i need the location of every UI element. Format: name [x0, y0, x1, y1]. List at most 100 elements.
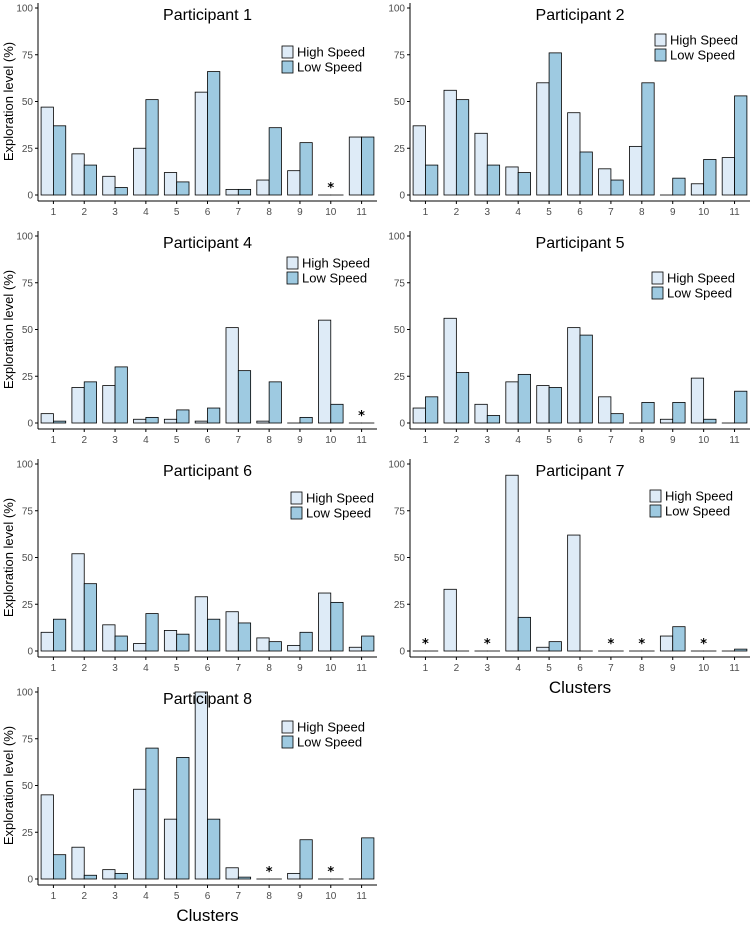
p1-bar-high-speed-11 [348, 136, 362, 196]
p6-legend-swatch-low-speed [649, 504, 662, 518]
p3-bar-high-speed-8 [256, 420, 270, 424]
p1-y-tick-label: 50 [22, 97, 34, 108]
p7-x-tick-label: 5 [174, 891, 180, 902]
p2-y-tick-label: 50 [394, 97, 406, 108]
p1-x-tick-label: 1 [51, 207, 57, 218]
p7-legend-label-high-speed: High Speed [297, 720, 365, 735]
p7-x-tick-label: 8 [266, 891, 272, 902]
p1-x-tick-label: 2 [81, 207, 87, 218]
p3-x-tick-label: 1 [51, 435, 57, 446]
p1-bar-high-speed-1 [40, 106, 54, 196]
p2-y-tick-label: 0 [399, 191, 405, 202]
p5-bar-low-speed-4 [145, 613, 159, 652]
p1-legend-label-high-speed: High Speed [297, 45, 365, 60]
p6-bar-high-speed-4 [505, 474, 519, 652]
p5-bar-high-speed-4 [133, 643, 147, 652]
p4-y-tick-label: 75 [394, 278, 406, 289]
p3-bar-high-speed-1 [40, 413, 54, 424]
p2-legend-label-high-speed: High Speed [670, 33, 738, 48]
p3-x-tick-label: 11 [356, 435, 367, 446]
p4-y-tick-label: 100 [388, 232, 405, 243]
p2-bar-high-speed-4 [505, 166, 519, 196]
p4-bar-low-speed-5 [548, 387, 562, 424]
p2-y-tick-label: 100 [388, 4, 405, 15]
p5-bar-low-speed-11 [361, 635, 375, 652]
p7-bar-high-speed-7 [225, 867, 239, 880]
p1-bar-low-speed-9 [299, 142, 313, 196]
p5-bar-high-speed-1 [40, 631, 54, 652]
p1-x-tick-label: 5 [174, 207, 180, 218]
p3-legend-swatch-high-speed [286, 256, 299, 270]
p7-bar-high-speed-9 [287, 872, 301, 880]
p2-bar-high-speed-3 [474, 132, 488, 196]
p3-legend-swatch-low-speed [286, 271, 299, 285]
p1-x-tick-label: 7 [236, 207, 242, 218]
p6-bar-low-speed-11 [734, 648, 748, 652]
p3-legend-label-low-speed: Low Speed [302, 271, 367, 286]
p1-bar-high-speed-6 [194, 91, 208, 196]
p5-x-tick-label: 7 [236, 663, 242, 674]
p7-x-tick-label: 7 [236, 891, 242, 902]
p4-bar-low-speed-1 [425, 396, 439, 424]
p1-bar-high-speed-3 [102, 175, 116, 196]
p2-legend-swatch-low-speed [654, 48, 667, 62]
p4-y-tick-label: 25 [394, 372, 406, 383]
p6-y-tick-label: 0 [399, 647, 405, 658]
p2-bar-high-speed-7 [598, 168, 612, 196]
p1-asterisk-annotation: * [327, 181, 334, 196]
p3-y-tick-label: 50 [22, 325, 34, 336]
p4-bar-high-speed-6 [567, 327, 581, 424]
p2-x-tick-label: 4 [515, 207, 521, 218]
p1-y-tick-label: 100 [16, 4, 33, 15]
p7-bar-low-speed-6 [207, 818, 221, 880]
p4-x-tick-label: 4 [515, 435, 521, 446]
p4-x-tick-label: 5 [546, 435, 552, 446]
p2-y-tick-label: 25 [394, 144, 406, 155]
p6-asterisk-annotation: * [422, 637, 429, 652]
p5-bar-high-speed-6 [194, 596, 208, 652]
p5-bar-high-speed-7 [225, 611, 239, 652]
p4-x-tick-label: 1 [423, 435, 429, 446]
p5-y-tick-label: 75 [22, 506, 34, 517]
p3-bar-high-speed-2 [71, 387, 85, 424]
p1-legend-swatch-high-speed [281, 45, 294, 59]
p4-bar-high-speed-9 [659, 418, 674, 424]
p5-bar-low-speed-6 [207, 618, 221, 652]
p2-x-tick-label: 8 [639, 207, 645, 218]
p7-legend-swatch-high-speed [281, 720, 294, 734]
p7-bar-high-speed-3 [102, 869, 116, 880]
p2-bar-low-speed-2 [455, 99, 470, 196]
p5-x-tick-label: 10 [325, 663, 337, 674]
p2-x-tick-label: 2 [454, 207, 460, 218]
p6-legend-label-high-speed: High Speed [665, 489, 733, 504]
p6-bar-high-speed-2 [443, 588, 457, 652]
p4-bar-high-speed-10 [690, 377, 705, 424]
p6-bar-low-speed-5 [548, 641, 562, 652]
p2-x-tick-label: 7 [608, 207, 614, 218]
p1-bar-low-speed-3 [114, 187, 128, 196]
p7-bar-high-speed-5 [163, 818, 178, 880]
p2-bar-high-speed-1 [412, 125, 426, 196]
p3-bar-high-speed-7 [225, 327, 239, 424]
p5-bar-high-speed-8 [256, 637, 270, 652]
p3-y-tick-label: 0 [27, 419, 33, 430]
p7-x-tick-label: 11 [356, 891, 367, 902]
p2-bar-low-speed-10 [703, 159, 717, 196]
p3-legend-label-high-speed: High Speed [302, 256, 370, 271]
p7-bar-high-speed-4 [133, 788, 147, 880]
p7-legend-swatch-low-speed [281, 735, 294, 749]
p1-bar-high-speed-4 [133, 147, 147, 196]
p6-x-tick-label: 11 [729, 663, 740, 674]
p4-bar-low-speed-4 [517, 373, 531, 424]
p5-bar-high-speed-5 [163, 630, 178, 652]
p3-asterisk-annotation: * [358, 409, 365, 424]
p2-bar-low-speed-4 [517, 172, 531, 196]
p6-bar-high-speed-9 [659, 635, 674, 652]
p5-legend-label-high-speed: High Speed [306, 491, 374, 506]
p5-bar-low-speed-2 [83, 583, 97, 652]
p7-x-tick-label: 1 [51, 891, 57, 902]
p3-x-tick-label: 8 [266, 435, 272, 446]
p4-x-tick-label: 2 [454, 435, 460, 446]
p5-x-tick-label: 11 [356, 663, 367, 674]
p5-x-tick-label: 3 [112, 663, 118, 674]
